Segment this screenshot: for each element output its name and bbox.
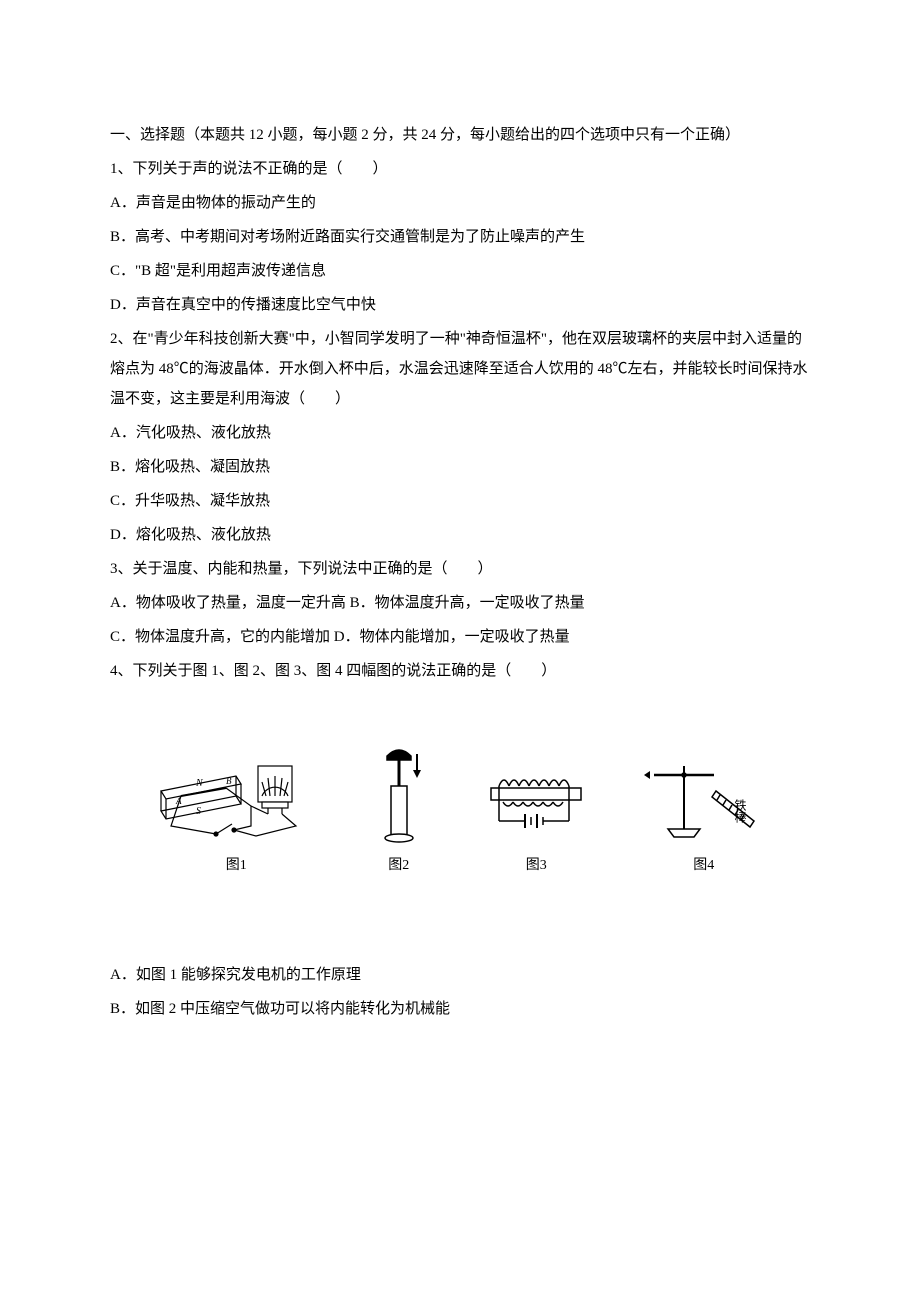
iron-rod-label: 铁棒 [733,799,747,823]
figure-2-label: 图2 [388,852,409,880]
q2-option-c: C．升华吸热、凝华放热 [110,486,810,516]
svg-text:N: N [195,778,204,789]
q1-option-d: D．声音在真空中的传播速度比空气中快 [110,290,810,320]
figure-4-svg: 铁棒 [644,751,764,846]
svg-text:S: S [196,806,201,817]
figure-1-label: 图1 [226,852,247,880]
q2-stem: 2、在"青少年科技创新大赛"中，小智同学发明了一种"神奇恒温杯"，他在双层玻璃杯… [110,324,810,414]
q1-option-a: A．声音是由物体的振动产生的 [110,188,810,218]
figure-1: N S A B [156,756,316,880]
figure-2-svg [369,746,429,846]
figures-row: N S A B [130,746,790,880]
q1-stem: 1、下列关于声的说法不正确的是（ ） [110,154,810,184]
q2-option-a: A．汽化吸热、液化放热 [110,418,810,448]
q3-option-a-b: A．物体吸收了热量，温度一定升高 B．物体温度升高，一定吸收了热量 [110,588,810,618]
q3-stem: 3、关于温度、内能和热量，下列说法中正确的是（ ） [110,554,810,584]
q4-option-a: A．如图 1 能够探究发电机的工作原理 [110,960,810,990]
q3-option-c-d: C．物体温度升高，它的内能增加 D．物体内能增加，一定吸收了热量 [110,622,810,652]
figure-4-label: 图4 [693,852,714,880]
svg-text:B: B [226,776,232,786]
q4-stem: 4、下列关于图 1、图 2、图 3、图 4 四幅图的说法正确的是（ ） [110,656,810,686]
figure-3: 图3 [481,766,591,880]
q2-option-b: B．熔化吸热、凝固放热 [110,452,810,482]
figure-3-label: 图3 [526,852,547,880]
section-header: 一、选择题（本题共 12 小题，每小题 2 分，共 24 分，每小题给出的四个选… [110,120,810,150]
figure-2: 图2 [369,746,429,880]
q1-option-b: B．高考、中考期间对考场附近路面实行交通管制是为了防止噪声的产生 [110,222,810,252]
figure-3-svg [481,766,591,846]
q2-option-d: D．熔化吸热、液化放热 [110,520,810,550]
figure-4: 铁棒 图4 [644,751,764,880]
q1-option-c: C．"B 超"是利用超声波传递信息 [110,256,810,286]
q4-option-b: B．如图 2 中压缩空气做功可以将内能转化为机械能 [110,994,810,1024]
figure-1-svg: N S A B [156,756,316,846]
